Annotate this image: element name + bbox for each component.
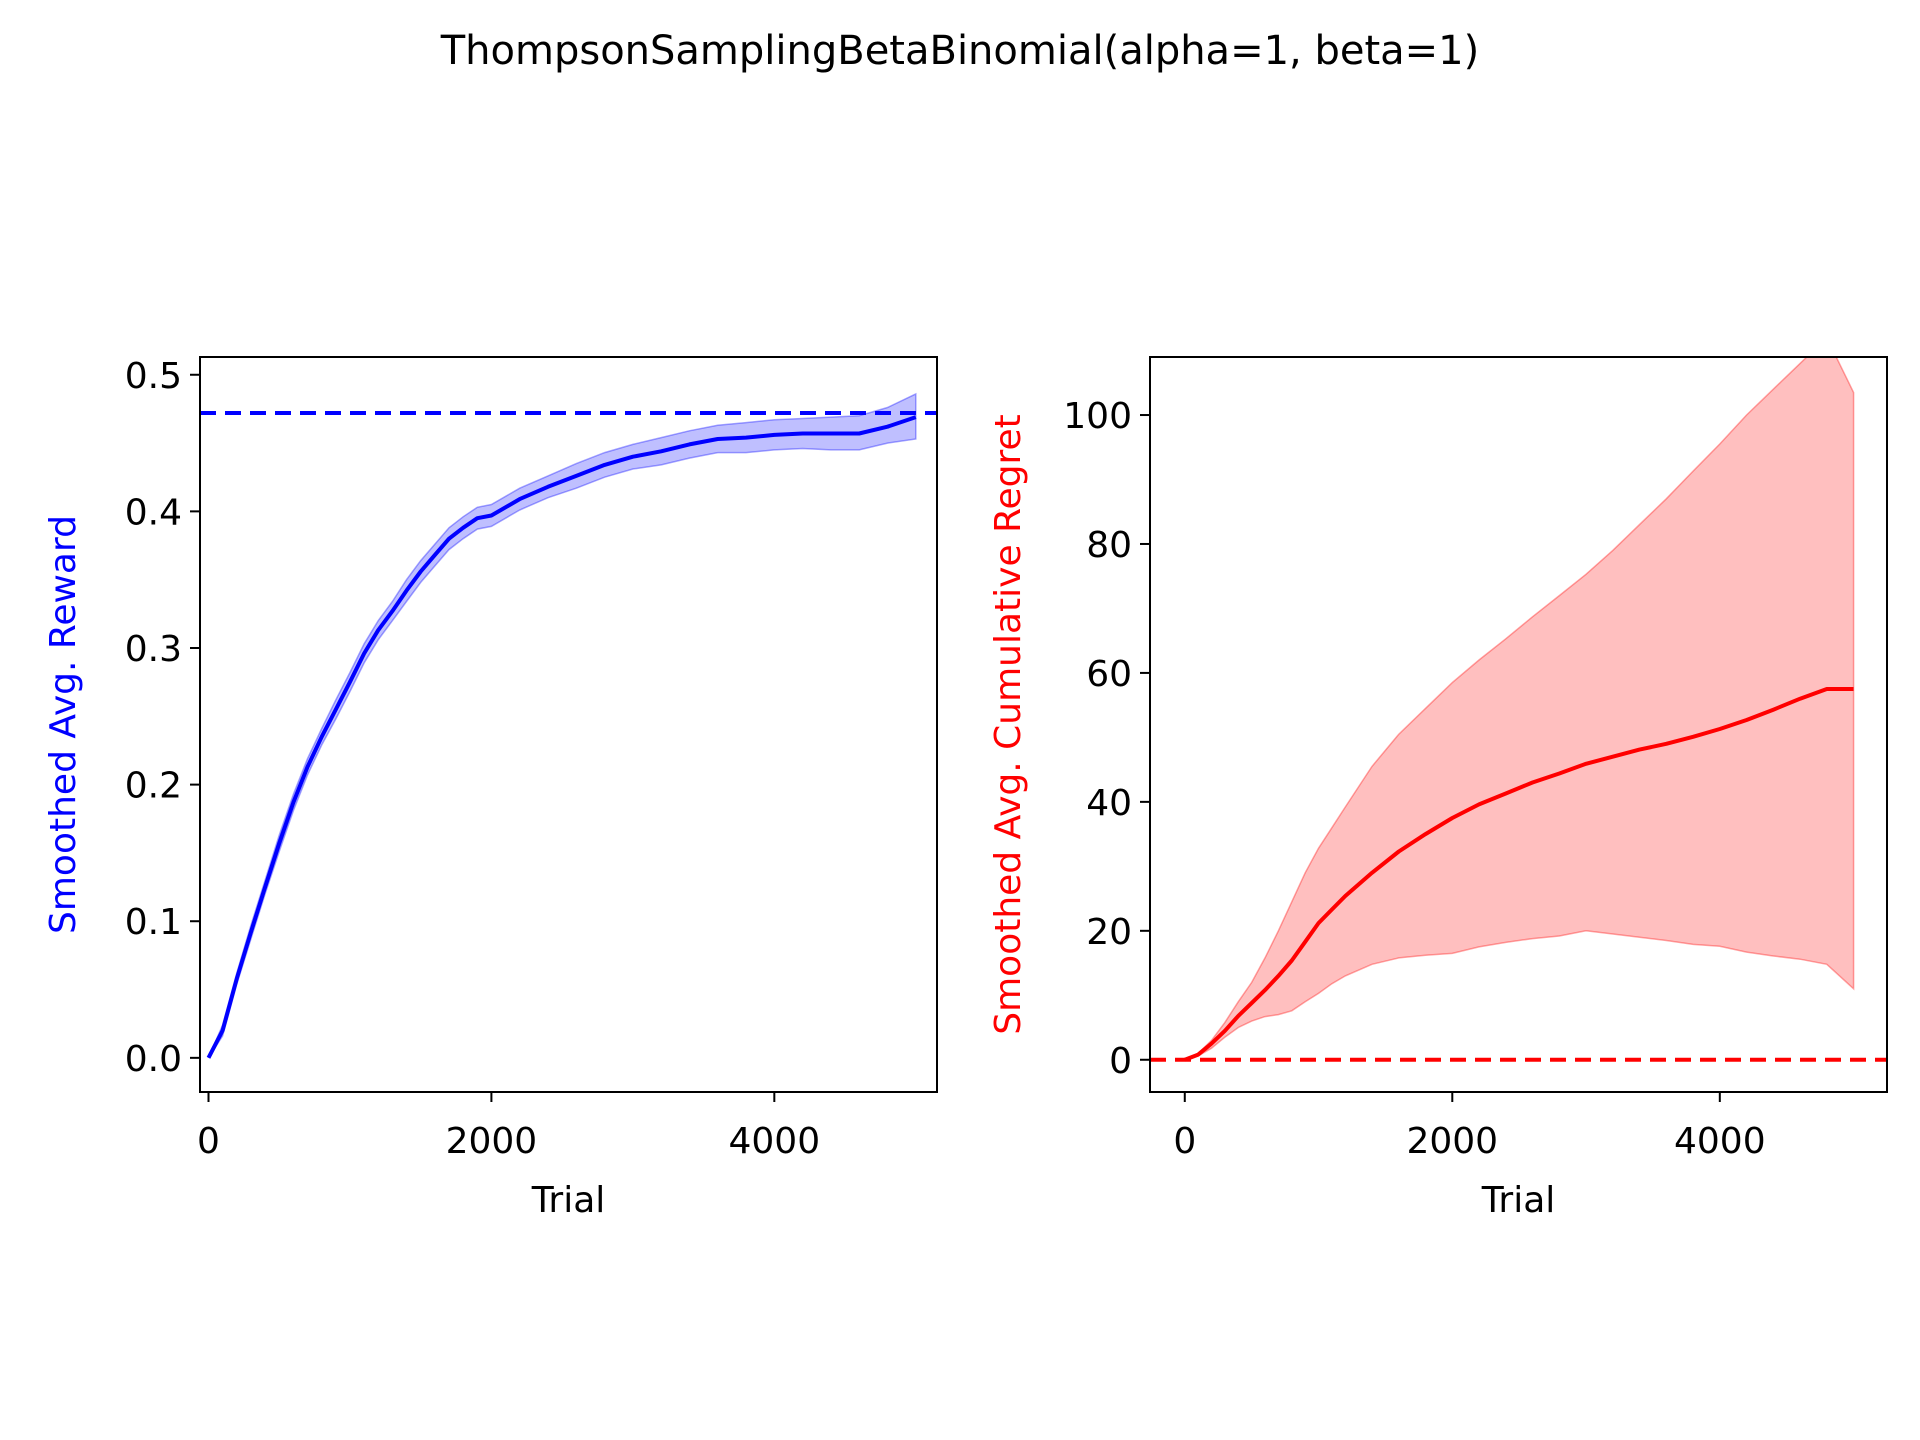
confidence-band xyxy=(207,392,917,1059)
axes-frame xyxy=(199,356,938,1093)
y-tick-label: 60 xyxy=(1086,654,1132,695)
figure-suptitle: ThompsonSamplingBetaBinomial(alpha=1, be… xyxy=(440,28,1479,74)
axes-frame xyxy=(1149,356,1888,1093)
series-line xyxy=(1184,687,1854,1062)
x-tick-label: 2000 xyxy=(446,1121,538,1162)
y-tick-label: 20 xyxy=(1086,912,1132,953)
x-tick-label: 2000 xyxy=(1406,1121,1498,1162)
regret-plot: 0 2000 4000 0 20 40 60 80 100 Trial Smoothed Avg. … xyxy=(988,356,1888,1221)
y-axis-label: Smoothed Avg. Cumulative Regret xyxy=(988,414,1029,1035)
y-tick-label: 0.2 xyxy=(125,766,182,807)
reward-plot: 0 2000 4000 0.0 0.1 0.2 0.3 0.4 0.5 Trial Smoothed… xyxy=(43,356,938,1221)
y-tick-label: 0.1 xyxy=(125,902,182,943)
y-tick-label: 80 xyxy=(1086,525,1132,566)
plot-area xyxy=(1184,357,1855,1062)
y-tick-label: 0.4 xyxy=(125,492,182,533)
y-tick-label: 40 xyxy=(1086,783,1132,824)
x-tick-label: 0 xyxy=(1173,1121,1196,1162)
x-tick-label: 4000 xyxy=(1674,1121,1766,1162)
y-tick-label: 0.3 xyxy=(125,629,182,670)
y-tick-label: 100 xyxy=(1063,396,1132,437)
plot-area xyxy=(206,392,917,1059)
y-tick-label: 0.5 xyxy=(125,356,182,397)
y-tick-label: 0 xyxy=(1109,1041,1132,1082)
y-tick-label: 0.0 xyxy=(125,1039,182,1080)
x-tick-label: 0 xyxy=(197,1121,220,1162)
x-tick-label: 4000 xyxy=(729,1121,821,1162)
y-axis-label: Smoothed Avg. Reward xyxy=(43,515,84,934)
x-axis-label: Trial xyxy=(1481,1180,1556,1221)
series-line xyxy=(206,415,917,1059)
x-axis-label: Trial xyxy=(531,1180,606,1221)
